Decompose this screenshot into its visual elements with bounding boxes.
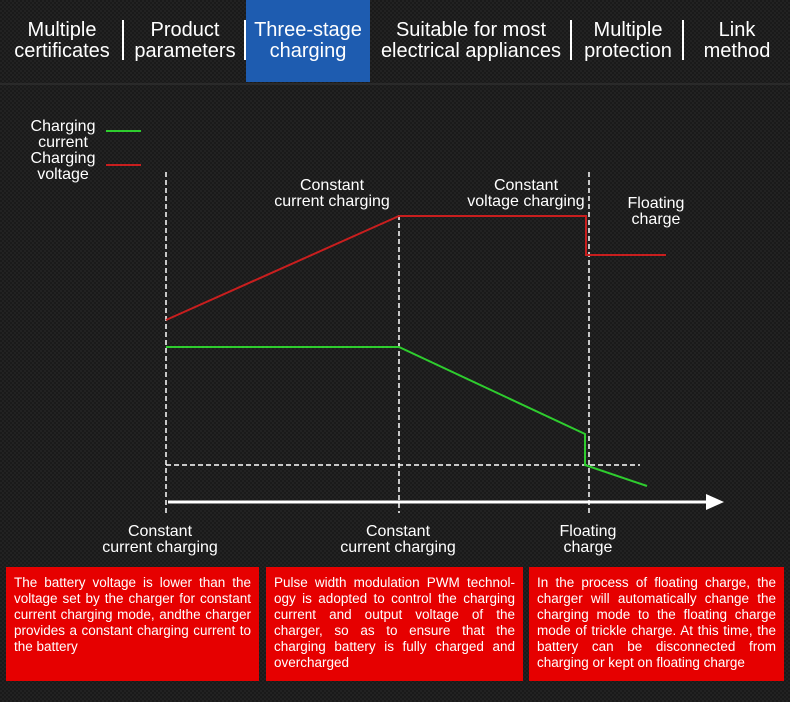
tab-suitable-appliances[interactable]: Suitable for most electrical appliances	[370, 0, 572, 82]
tab-bar: Multiple certificates Product parameters…	[0, 0, 790, 82]
bottom-label-b-1: Constant	[366, 523, 431, 540]
tab-product-parameters[interactable]: Product parameters	[124, 0, 246, 82]
tab-multiple-certificates[interactable]: Multiple certificates	[0, 0, 124, 82]
top-label-cv-2: voltage charging	[467, 193, 584, 210]
bottom-label-c-1: Floating	[560, 523, 617, 540]
legend-current-label-2: current	[38, 134, 88, 151]
tab-three-stage-charging[interactable]: Three-stage charging	[246, 0, 370, 82]
tab-link-method[interactable]: Link method	[703, 19, 771, 62]
bottom-label-c-2: charge	[564, 539, 613, 556]
description-floating-charge: In the process of floating charge, the c…	[529, 567, 784, 681]
voltage-curve	[165, 215, 666, 321]
legend-voltage-label-2: voltage	[37, 166, 89, 183]
top-label-cv-1: Constant	[494, 177, 559, 194]
description-constant-current: The battery voltage is lower than the vo…	[6, 567, 259, 681]
top-label-fl-1: Floating	[628, 195, 685, 212]
top-label-fl-2: charge	[632, 211, 681, 228]
bottom-label-b-2: current charging	[340, 539, 456, 556]
top-label-cc-1: Constant	[300, 177, 365, 194]
bottom-label-a-1: Constant	[128, 523, 193, 540]
legend-voltage-label-1: Charging	[31, 150, 96, 167]
bottom-label-a-2: current charging	[102, 539, 218, 556]
description-constant-voltage: Pulse width modulation PWM technol-ogy i…	[266, 567, 523, 681]
header-divider	[0, 83, 790, 85]
top-label-cc-2: current charging	[274, 193, 390, 210]
legend-current-label-1: Charging	[31, 118, 96, 135]
tab-multiple-protection[interactable]: Multiple protection	[572, 0, 684, 82]
current-curve	[166, 346, 648, 487]
time-axis-arrowhead	[706, 494, 724, 510]
